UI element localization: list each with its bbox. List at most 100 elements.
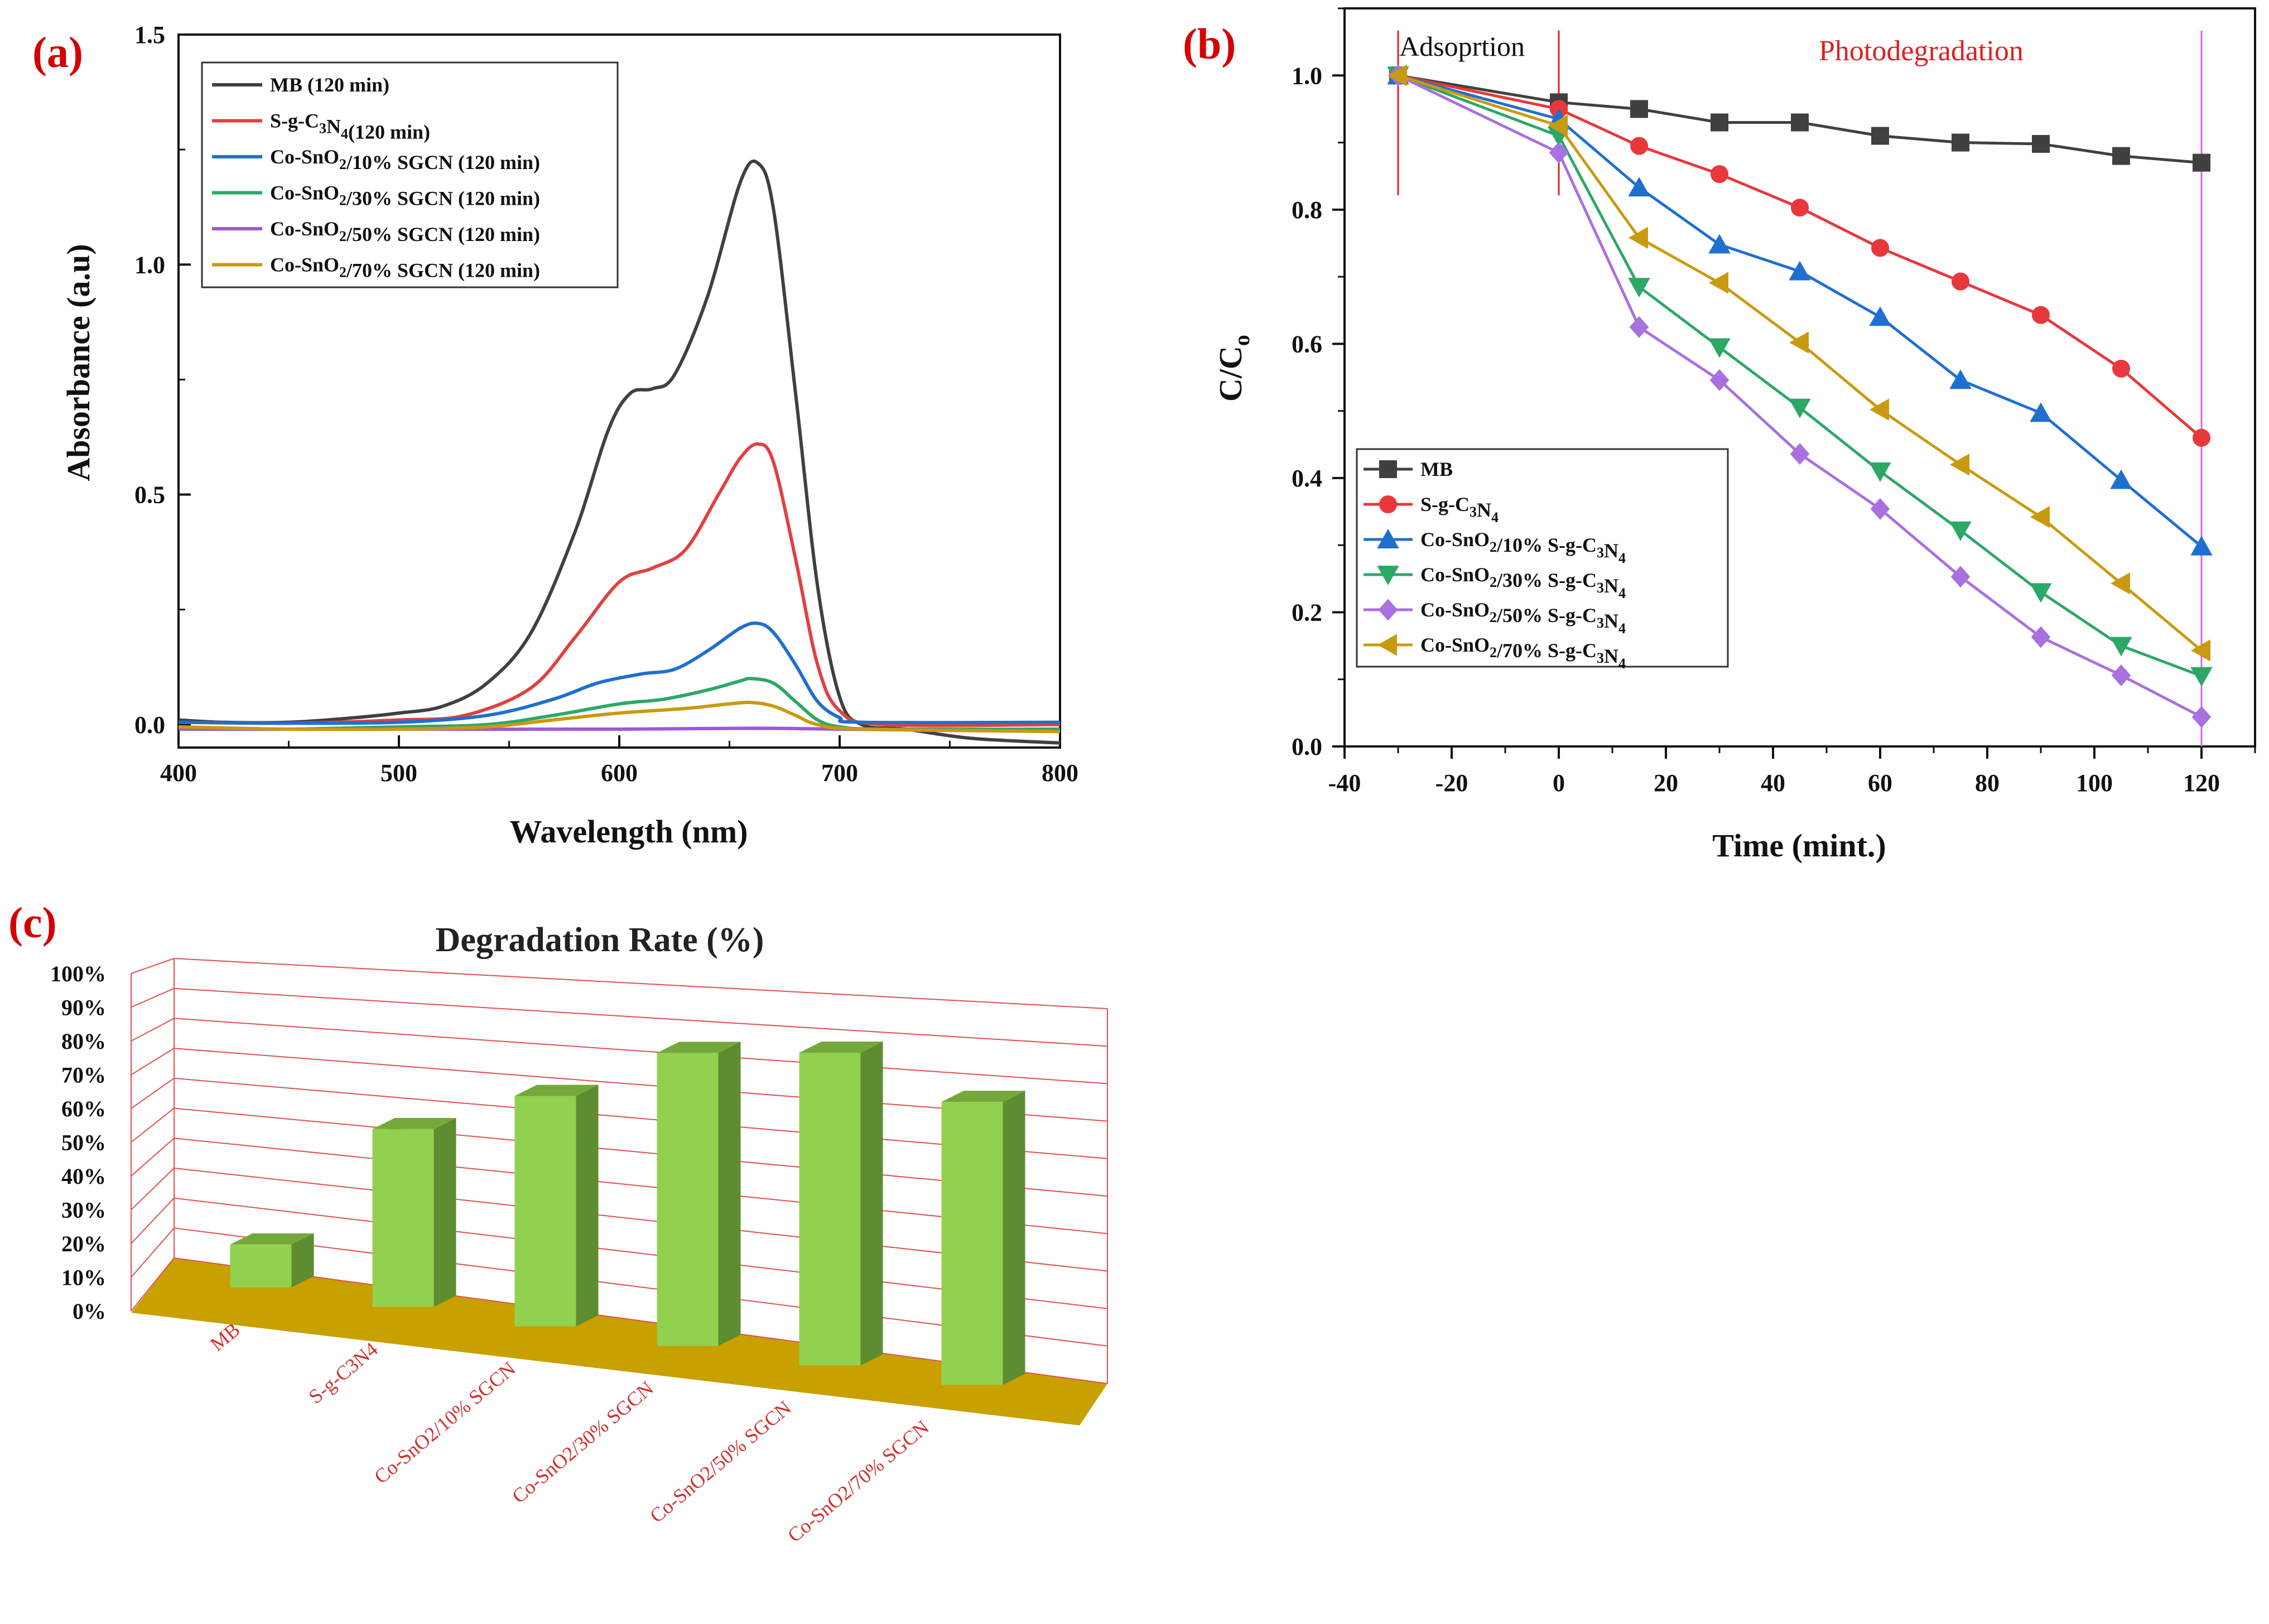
panel-c-bar-side (718, 1042, 741, 1346)
panel-b-legend-marker (1377, 634, 1397, 656)
panel-c-bar-top (657, 1042, 741, 1053)
panel-b-x-tick-label: -20 (1435, 769, 1468, 797)
panel-a-legend-entry: Co-SnO2/50% SGCN (120 min) (270, 218, 540, 245)
panel-b-data-point (2111, 664, 2131, 687)
panel-b-data-point (2191, 706, 2212, 728)
panel-b-series-line-2 (1398, 74, 2203, 548)
panel-c-bar-top (514, 1085, 599, 1096)
panel-b-legend-marker (1377, 528, 1399, 548)
panel-a-x-tick-label: 700 (821, 759, 858, 787)
panel-b-y-tick-label: 0.8 (1292, 196, 1322, 224)
panel-c-bar-front (941, 1102, 1003, 1385)
panel-b-data-point (1629, 316, 1649, 338)
panel-c-bar-side (291, 1233, 314, 1288)
panel-c-gridline-left (131, 1018, 175, 1042)
panel-c-gridline-back (174, 1018, 1108, 1085)
panel-a-series-line-0 (178, 159, 1061, 745)
panel-b-series-line-5 (1398, 74, 2203, 652)
panel-b-legend-entry: Co-SnO2/50% S-g-C3N4 (1420, 599, 1626, 637)
panel-c-bar-top (230, 1233, 314, 1245)
panel-c-bar-top (799, 1042, 883, 1053)
panel-b-data-point (2031, 626, 2051, 648)
panel-b-adsorption-annotation: Adsoprtion (1399, 31, 1525, 62)
panel-b-x-tick-label: 20 (1654, 769, 1678, 797)
panel-b-legend-marker (1379, 495, 1397, 513)
panel-b-label: (b) (1183, 20, 1236, 68)
panel-a-legend-box (201, 61, 619, 288)
panel-b-data-point (2112, 147, 2130, 165)
panel-a-y-axis-title: Absorbance (a.u) (60, 244, 97, 481)
panel-c-bar-side (576, 1085, 599, 1327)
panel-b-data-point (2030, 583, 2052, 603)
panel-c-gridline-left (131, 1168, 175, 1211)
panel-b-x-tick-label: -40 (1328, 769, 1361, 797)
panel-a-x-tick-label: 600 (601, 759, 638, 787)
panel-c-bar-front (230, 1244, 292, 1288)
panel-a-x-tick-label: 400 (160, 759, 197, 787)
panel-b-data-point (1871, 239, 1889, 257)
panel-a-series-line-5 (178, 701, 1061, 734)
panel-c-bar-front (372, 1129, 434, 1307)
panel-c-bar-co-sno2-30-sgcn (657, 1042, 741, 1346)
panel-a-y-tick-label: 1.5 (134, 21, 165, 49)
panel-b-data-point (1628, 177, 1650, 197)
panel-b-data-point (1628, 227, 1648, 249)
panel-b-data-point (1387, 64, 1407, 86)
panel-c-y-tick-label: 100% (50, 961, 106, 986)
panel-b-data-point (1871, 127, 1889, 145)
panel-b-legend-entry: Co-SnO2/70% S-g-C3N4 (1420, 634, 1626, 672)
panel-c-gridline-left (131, 1197, 175, 1244)
panel-b-data-point (1548, 114, 1568, 137)
panel-b-data-point (1630, 100, 1648, 118)
panel-b-data-point (1708, 272, 1728, 294)
panel-c-title: Degradation Rate (%) (436, 921, 764, 959)
panel-c-gridline-left (131, 1257, 175, 1312)
panel-b-legend-entry: Co-SnO2/30% S-g-C3N4 (1420, 563, 1626, 601)
panel-b-data-point (1952, 133, 1969, 152)
panel-c-gridline-back (174, 958, 1108, 1009)
panel-c-bar-top (372, 1117, 456, 1129)
panel-b-legend-marker (1379, 460, 1397, 478)
panel-a-series-line-2 (178, 621, 1061, 725)
panel-b-data-point (2190, 536, 2213, 556)
panel-b-data-point (1630, 137, 1648, 155)
panel-c-gridline-left (131, 958, 175, 974)
panel-c-y-tick-label: 60% (61, 1096, 106, 1121)
panel-c-gridline-left (131, 987, 175, 1008)
panel-b-x-axis-title: Time (mint.) (1712, 827, 1886, 864)
panel-b-x-tick-label: 100 (2076, 769, 2113, 797)
panel-b-legend-entry: Co-SnO2/10% S-g-C3N4 (1420, 528, 1626, 566)
panel-c-y-tick-label: 50% (61, 1130, 106, 1155)
panel-c-bar-side (433, 1117, 456, 1307)
panel-c-bar-s-g-c3n4 (372, 1117, 456, 1307)
panel-b-x-tick-label: 80 (1975, 769, 2000, 797)
panel-c-y-tick-label: 80% (61, 1029, 106, 1054)
panel-c-bar-co-sno2-10-sgcn (514, 1085, 599, 1327)
panel-b-series-line-3 (1398, 74, 2202, 678)
panel-a-legend: MB (120 min) S-g-C3N4(120 min) Co-SnO2/10%… (201, 61, 619, 288)
panel-b-data-point (1952, 272, 1969, 291)
panel-b-data-point (1949, 454, 1969, 476)
panel-b-y-tick-label: 1.0 (1292, 62, 1322, 89)
panel-b-x-tick-label: 40 (1761, 769, 1785, 797)
panel-b-data-point (1709, 369, 1730, 391)
panel-c-bar-mb (230, 1233, 314, 1288)
panel-b-data-point (2193, 153, 2210, 172)
panel-b-data-point (2190, 639, 2210, 662)
panel-b-data-point (2112, 359, 2130, 378)
panel-a-legend-entry: MB (120 min) (270, 74, 389, 96)
panel-c-y-tick-label: 0% (73, 1299, 106, 1324)
panel-b-data-point (1949, 369, 1972, 389)
panel-a-absorbance-chart: (a) 400 500 600 700 800 0.0 0.5 1.0 1.5 Waveleng… (32, 21, 1078, 850)
panel-b-data-point (1869, 398, 1889, 421)
panel-b-y-tick-label: 0.4 (1292, 465, 1322, 492)
panel-b-legend-entry: MB (1420, 458, 1453, 480)
panel-b-data-point (1869, 306, 1891, 326)
panel-b-y-axis-title-sub: o (1229, 335, 1254, 346)
panel-b-photodegradation-annotation: Photodegradation (1819, 35, 2024, 67)
panel-b-data-point (1708, 338, 1731, 358)
panel-c-gridline-back (174, 987, 1108, 1047)
panel-b-x-tick-label: 0 (1553, 769, 1565, 797)
